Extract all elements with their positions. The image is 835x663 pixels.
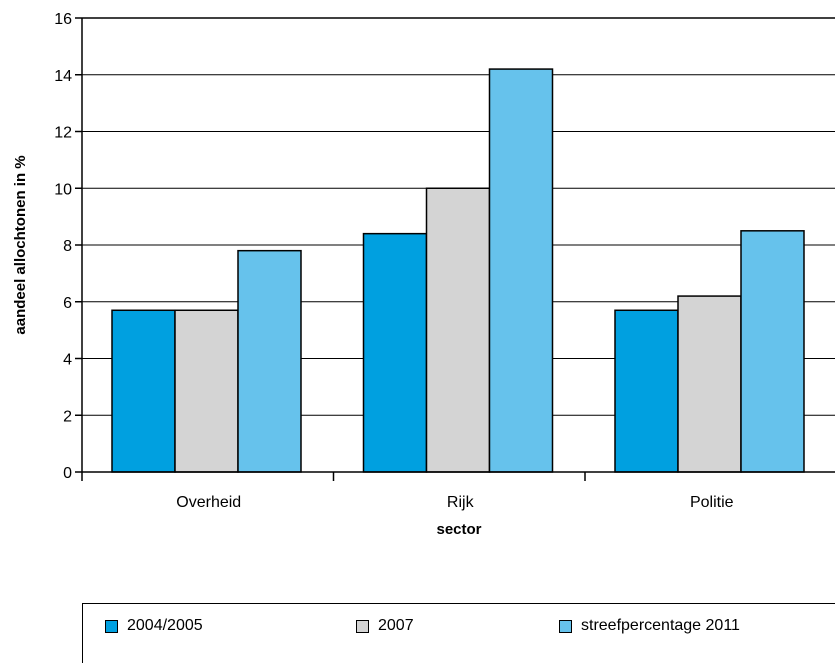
x-tick-label: Rijk	[447, 494, 475, 511]
legend-item-streefpercentage-2011: streefpercentage 2011	[559, 614, 740, 638]
legend-label: 2007	[378, 617, 414, 634]
x-tick-labels: Overheid Rijk Politie	[81, 472, 734, 511]
legend: 2004/2005 2007 streefpercentage 2011	[82, 603, 835, 663]
bars	[111, 68, 805, 473]
legend-item-2004-2005: 2004/2005	[105, 614, 203, 638]
y-axis-title: aandeel allochtonen in %	[12, 155, 29, 334]
x-axis-title: sector	[436, 521, 481, 538]
y-tick-label: 14	[54, 68, 72, 85]
bar-politie-3	[740, 230, 805, 473]
y-tick-label: 0	[63, 465, 72, 482]
legend-label: 2004/2005	[127, 617, 203, 634]
y-tick-label: 10	[54, 181, 72, 198]
x-tick-label: Overheid	[176, 494, 241, 511]
y-tick-label: 16	[54, 11, 72, 28]
bar-politie-2	[677, 295, 742, 473]
legend-label: streefpercentage 2011	[581, 617, 740, 634]
y-tick-label: 6	[63, 295, 72, 312]
y-tick-labels: 0 2 4 6 8 10 12 14 16	[54, 11, 82, 482]
y-tick-label: 8	[63, 238, 72, 255]
bar-overheid-1	[111, 309, 176, 473]
bar-overheid-3	[237, 249, 302, 473]
bar-politie-1	[614, 309, 679, 473]
y-tick-label: 12	[54, 125, 72, 142]
bar-chart: 0 2 4 6 8 10 12 14 16 Overheid Rijk Politie aandee…	[12, 11, 835, 538]
y-tick-label: 4	[63, 352, 72, 369]
bar-rijk-3	[488, 68, 554, 473]
bar-overheid-2	[174, 309, 239, 473]
x-tick-label: Politie	[690, 494, 734, 511]
legend-item-2007: 2007	[356, 614, 414, 638]
bar-rijk-2	[425, 187, 491, 473]
y-tick-label: 2	[63, 408, 72, 425]
bar-rijk-1	[362, 232, 428, 473]
